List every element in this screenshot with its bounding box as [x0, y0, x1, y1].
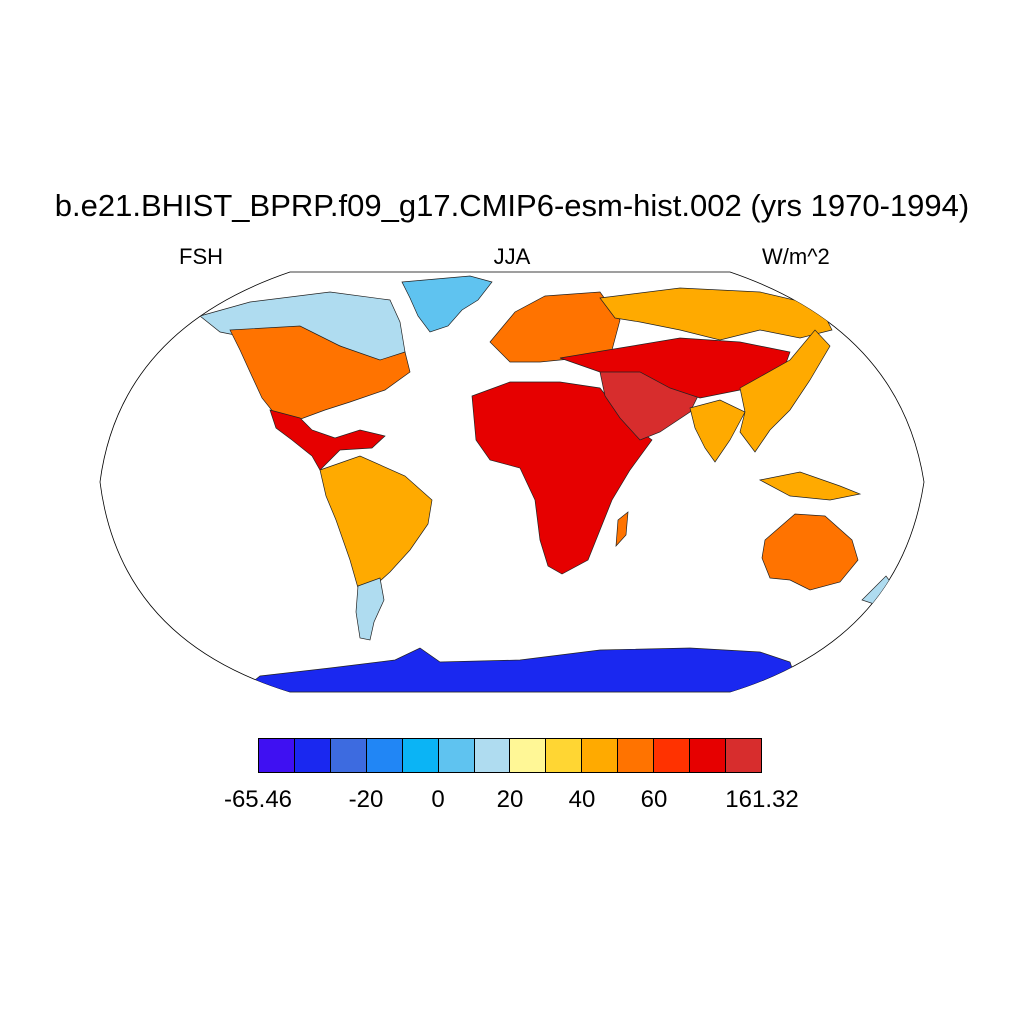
region-india: [689, 399, 746, 463]
colorbar-box: [438, 739, 475, 772]
colorbar-box: [259, 739, 295, 772]
region-south-america: [319, 455, 433, 591]
region-siberia: [599, 287, 833, 341]
colorbar-label: 0: [431, 786, 445, 813]
colorbar-box: [654, 739, 691, 772]
region-greenland: [401, 275, 493, 333]
colorbar-box: [294, 739, 331, 772]
colorbar-box: [330, 739, 367, 772]
colorbar-box: [618, 739, 655, 772]
colorbar-label: 161.32: [725, 786, 799, 813]
colorbar-box: [366, 739, 403, 772]
region-africa: [471, 381, 653, 575]
colorbar-box: [510, 739, 547, 772]
region-se-asia: [739, 329, 831, 453]
colorbar-box: [474, 739, 511, 772]
colorbar-label: -20: [348, 786, 384, 813]
region-central-america: [269, 409, 386, 471]
region-europe: [489, 291, 621, 363]
colorbar-box: [402, 739, 439, 772]
region-north-america: [229, 325, 411, 421]
region-indonesia: [758, 471, 862, 501]
colorbar-box: [725, 739, 761, 772]
colorbar-label: 20: [496, 786, 524, 813]
colorbar-label: 60: [640, 786, 668, 813]
units-label: W/m^2: [762, 244, 830, 269]
colorbar-box: [582, 739, 619, 772]
region-patagonia: [355, 577, 385, 641]
season-label: JJA: [493, 244, 531, 269]
colorbar-box: [546, 739, 583, 772]
colorbar: [258, 738, 762, 773]
plot-title: b.e21.BHIST_BPRP.f09_g17.CMIP6-esm-hist.…: [54, 188, 970, 223]
colorbar-label: -65.46: [223, 786, 293, 813]
region-australia: [761, 513, 859, 591]
region-antarctica: [239, 647, 801, 692]
colorbar-box: [690, 739, 726, 772]
variable-label: FSH: [179, 244, 223, 269]
region-madagascar: [615, 511, 629, 547]
colorbar-label: 40: [568, 786, 596, 813]
